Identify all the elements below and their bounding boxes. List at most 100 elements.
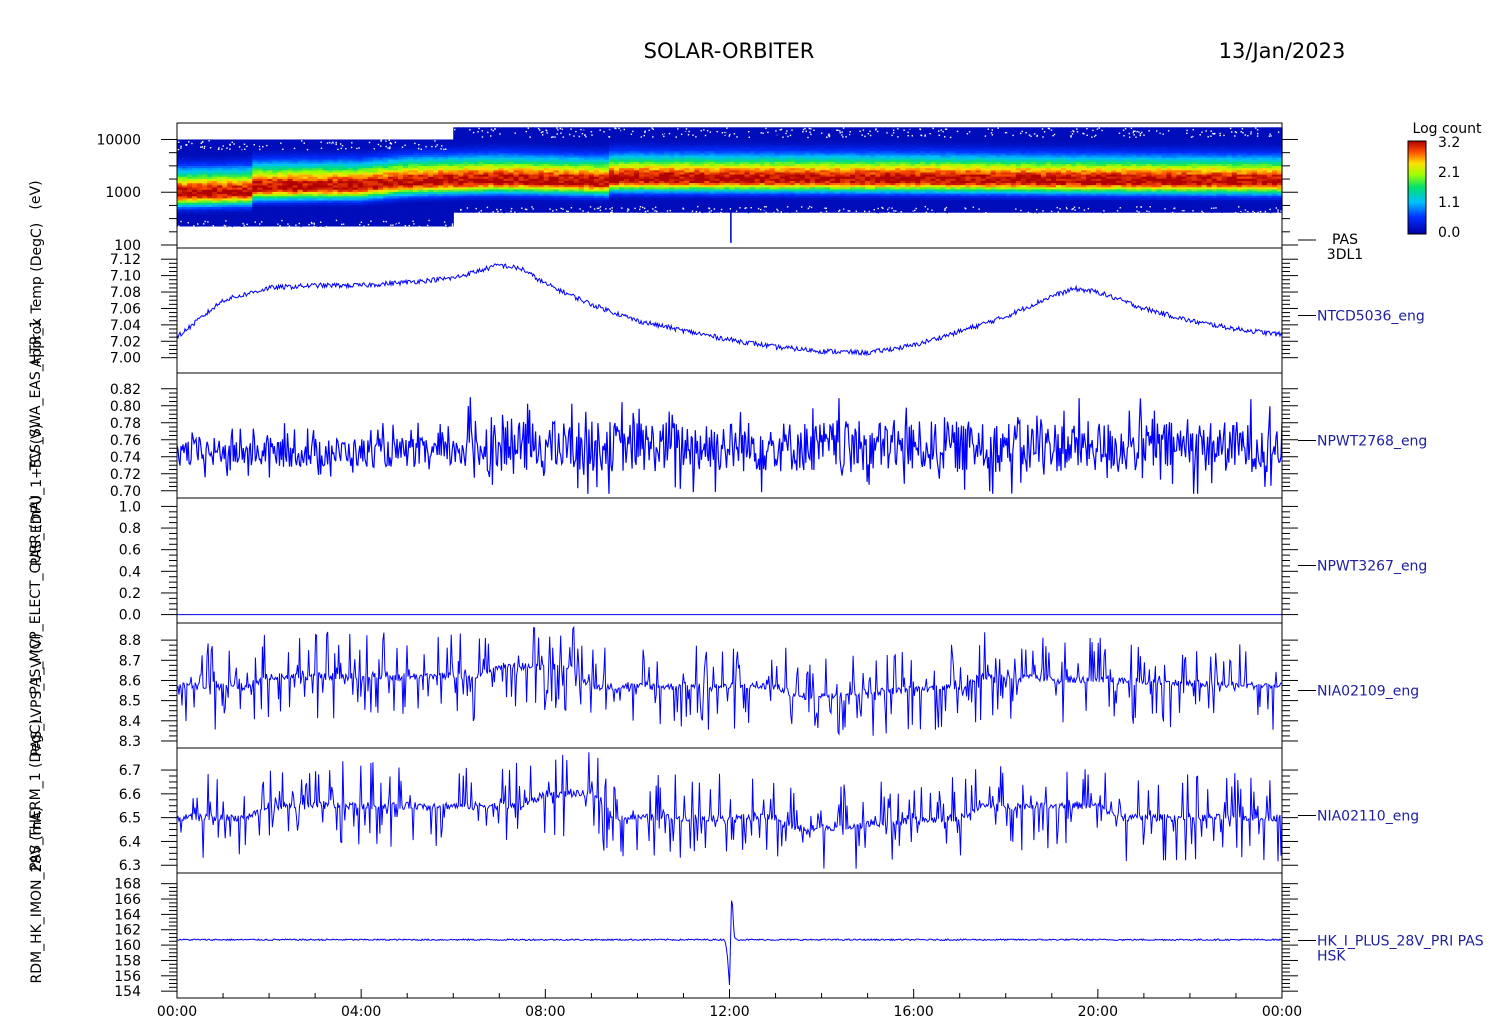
spectrogram-cell — [714, 137, 721, 141]
spectrogram-cell — [453, 154, 459, 158]
spectrogram-cell — [468, 190, 474, 194]
spectrogram-cell — [578, 144, 585, 147]
spectrogram-cell — [237, 223, 243, 227]
spectrogram-cell — [222, 206, 228, 210]
spectrogram-cell — [573, 199, 580, 203]
spectrogram-cell — [247, 171, 253, 175]
spectrogram-cell — [634, 167, 640, 171]
spectrogram-cell — [297, 182, 304, 186]
spectrogram-cell — [518, 203, 525, 207]
spectrogram-cell — [518, 159, 525, 162]
spectrogram-cell — [433, 223, 439, 227]
spectrogram-cell — [347, 221, 354, 225]
spectrogram-cell — [307, 219, 314, 223]
spectrogram-cell — [247, 148, 253, 151]
spectrogram-cell — [573, 201, 580, 205]
spectrogram-cell — [277, 174, 284, 177]
spectrogram-cell — [548, 165, 555, 169]
spectrogram-cell — [543, 173, 550, 177]
spectrogram-cell — [624, 165, 630, 169]
spectrogram-cell — [508, 205, 515, 209]
spectrogram-cell — [448, 174, 454, 177]
spectrogram-cell — [332, 158, 339, 162]
spectrogram-cell — [202, 212, 208, 216]
spectrogram-cell — [538, 209, 545, 213]
spectrogram-cell — [493, 201, 500, 205]
spectrogram-cell — [403, 210, 409, 214]
spectrogram-cell — [613, 146, 620, 150]
spectrogram-cell — [659, 205, 665, 209]
spectrogram-cell — [624, 127, 630, 131]
spectrogram-cell — [307, 199, 314, 203]
spectrogram-cell — [684, 135, 690, 139]
spectrogram-cell — [207, 221, 213, 225]
spectrogram-cell — [478, 133, 484, 137]
spectrogram-cell — [408, 197, 414, 201]
spectrogram-cell — [498, 180, 505, 184]
spectrogram-cell — [337, 176, 344, 179]
spectrogram-cell — [553, 144, 560, 147]
spectrogram-cell — [347, 182, 354, 186]
spectrogram-cell — [317, 143, 324, 147]
spectrogram-cell — [282, 174, 289, 177]
spectrogram-cell — [664, 193, 670, 196]
spectrogram-cell — [192, 150, 198, 154]
spectrogram-cell — [212, 208, 218, 212]
spectrogram-cell — [734, 127, 741, 131]
spectrogram-cell — [588, 140, 595, 143]
spectrogram-cell — [674, 133, 680, 137]
spectrogram-cell — [523, 154, 530, 158]
spectrogram-cell — [317, 176, 324, 179]
spectrogram-cell — [548, 144, 555, 147]
spectrogram-cell — [342, 167, 349, 171]
spectrogram-cell — [619, 159, 625, 162]
spectrogram-cell — [192, 163, 198, 166]
spectrogram-cell — [488, 144, 495, 147]
spectrogram-cell — [598, 203, 605, 207]
spectrogram-cell — [252, 197, 258, 201]
spectrogram-cell — [634, 146, 640, 150]
spectrogram-cell — [337, 154, 344, 158]
spectrogram-cell — [413, 197, 419, 201]
spectrogram-cell — [568, 137, 575, 141]
spectrogram-cell — [679, 142, 685, 145]
spectrogram-cell — [327, 195, 334, 199]
spectrogram-cell — [297, 208, 304, 212]
spectrogram-cell — [548, 199, 555, 203]
spectrogram-cell — [327, 215, 334, 218]
spectrogram-cell — [523, 169, 530, 173]
spectrogram-cell — [458, 188, 464, 192]
spectrogram-cell — [714, 163, 721, 167]
spectrogram-cell — [644, 193, 650, 196]
spectrogram-cell — [438, 204, 444, 208]
spectrogram-cell — [689, 193, 695, 196]
spectrogram-cell — [473, 203, 479, 207]
spectrogram-cell — [533, 163, 540, 167]
spectrogram-cell — [292, 221, 299, 225]
spectrogram-cell — [624, 144, 630, 147]
spectrogram-cell — [578, 167, 585, 171]
spectrogram-cell — [252, 206, 258, 210]
spectrogram-cell — [277, 156, 284, 160]
spectrogram-cell — [624, 178, 630, 181]
spectrogram-cell — [538, 176, 545, 179]
spectrogram-cell — [262, 217, 269, 221]
plot-date: 13/Jan/2023 — [1219, 39, 1346, 63]
spectrogram-cell — [568, 129, 575, 133]
spectrogram-cell — [182, 167, 188, 171]
spectrogram-cell — [297, 165, 304, 169]
spectrogram-cell — [242, 145, 248, 149]
spectrogram-cell — [317, 150, 324, 154]
spectrogram-cell — [187, 145, 193, 149]
spectrogram-cell — [573, 205, 580, 209]
spectrogram-cell — [649, 186, 655, 190]
spectrogram-cell — [593, 169, 600, 173]
spectrogram-cell — [413, 143, 419, 147]
spectrogram-cell — [458, 140, 464, 143]
spectrogram-cell — [428, 189, 434, 192]
spectrogram-cell — [533, 131, 540, 135]
spectrogram-cell — [227, 167, 233, 171]
spectrogram-cell — [624, 131, 630, 135]
spectrogram-cell — [523, 137, 530, 141]
